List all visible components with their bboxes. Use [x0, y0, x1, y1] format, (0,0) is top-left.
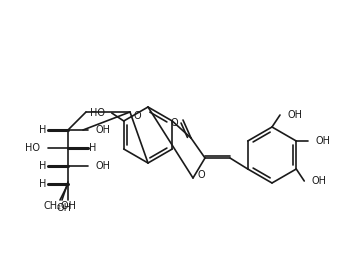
Text: OH: OH [311, 176, 326, 186]
Text: OH: OH [96, 161, 111, 171]
Text: O: O [134, 111, 142, 121]
Text: OH: OH [96, 125, 111, 135]
Text: HO: HO [25, 143, 40, 153]
Text: H: H [39, 179, 47, 189]
Text: H: H [89, 143, 97, 153]
Text: OH: OH [287, 110, 302, 120]
Text: O: O [198, 170, 206, 180]
Text: CH₂OH: CH₂OH [44, 201, 77, 211]
Text: O: O [171, 118, 178, 128]
Text: OH: OH [56, 203, 71, 213]
Text: H: H [39, 125, 47, 135]
Text: H: H [39, 161, 47, 171]
Text: HO: HO [90, 108, 105, 118]
Text: OH: OH [315, 136, 330, 146]
